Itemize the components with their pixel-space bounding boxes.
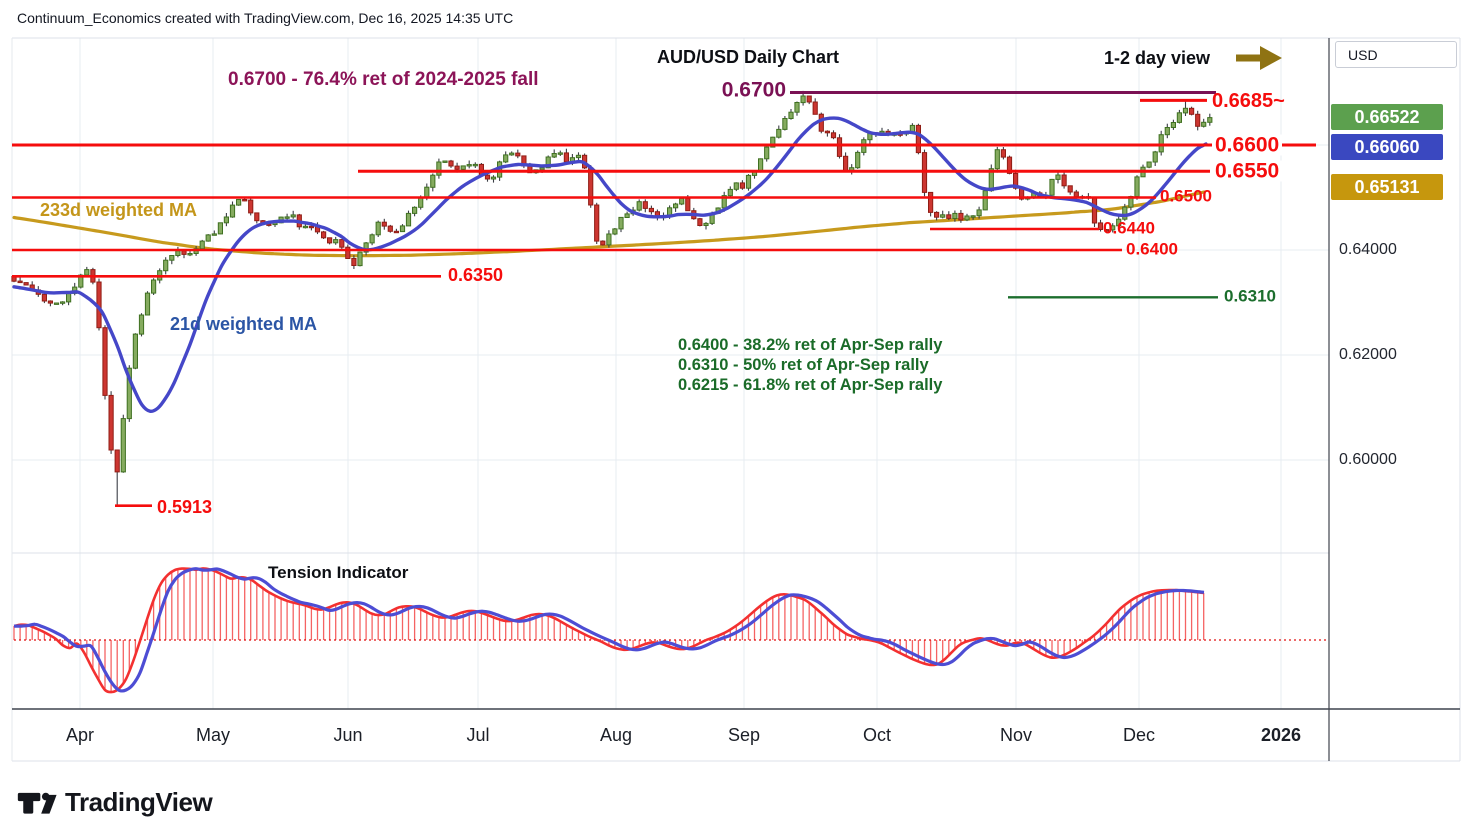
credit-line: Continuum_Economics created with Trading… — [17, 10, 514, 26]
price-level-label: 0.5913 — [157, 497, 213, 517]
ma21-label: 21d weighted MA — [170, 314, 318, 334]
time-tick-label: May — [195, 725, 231, 745]
retracement-note-6700: 0.6700 - 76.4% ret of 2024-2025 fall — [228, 69, 539, 90]
time-tick-label: Dec — [1122, 725, 1156, 745]
time-tick-label: Sep — [727, 725, 761, 745]
price-tick-label: 0.62000 — [1339, 346, 1397, 363]
ma21-line — [12, 116, 1208, 413]
tension-fast-line — [13, 567, 1205, 694]
price-level-label: 0.6685~ — [1212, 90, 1285, 112]
currency-button[interactable]: USD — [1335, 41, 1457, 68]
price-badge: 0.66060 — [1331, 134, 1443, 160]
time-tick-label: Nov — [999, 725, 1033, 745]
time-tick-label: Oct — [862, 725, 892, 745]
tension-slow-line — [13, 567, 1205, 693]
time-tick-label: Jun — [333, 725, 363, 745]
tension-indicator-label: Tension Indicator — [268, 563, 409, 582]
chart-title: AUD/USD Daily Chart — [657, 47, 840, 67]
time-tick-label: Jul — [466, 725, 490, 745]
fib-note: 0.6400 - 38.2% ret of Apr-Sep rally — [678, 336, 943, 354]
price-level-label: 0.6700 — [721, 78, 786, 102]
tradingview-logo-text: TradingView — [65, 786, 213, 817]
price-tick-label: 0.60000 — [1339, 451, 1397, 468]
price-badge: 0.65131 — [1331, 174, 1443, 200]
fib-note: 0.6310 - 50% ret of Apr-Sep rally — [678, 356, 929, 374]
tension-histogram — [13, 568, 1205, 692]
price-level-label: 0.6350 — [448, 265, 504, 285]
ma233-label: 233d weighted MA — [40, 200, 198, 220]
right-arrow-icon — [1236, 46, 1282, 70]
candlesticks — [11, 95, 1213, 473]
price-level-label: 0.6400 — [1126, 239, 1178, 259]
price-tick-label: 0.64000 — [1339, 241, 1397, 258]
price-level-label: 0.6440 — [1103, 218, 1155, 238]
time-tick-label: Aug — [599, 725, 633, 745]
price-level-label: 0.6500 — [1160, 186, 1212, 206]
tradingview-logo[interactable]: TradingView — [17, 785, 213, 819]
time-tick-label: Apr — [65, 725, 95, 745]
price-badge: 0.66522 — [1331, 104, 1443, 130]
time-tick-label: 2026 — [1260, 725, 1302, 745]
view-note: 1-2 day view — [1104, 48, 1211, 68]
price-level-label: 0.6550 — [1212, 160, 1283, 182]
price-level-label: 0.6310 — [1224, 286, 1276, 306]
tradingview-logo-icon — [17, 792, 57, 814]
fib-note: 0.6215 - 61.8% ret of Apr-Sep rally — [678, 376, 943, 394]
price-level-label: 0.6600 — [1212, 134, 1283, 156]
